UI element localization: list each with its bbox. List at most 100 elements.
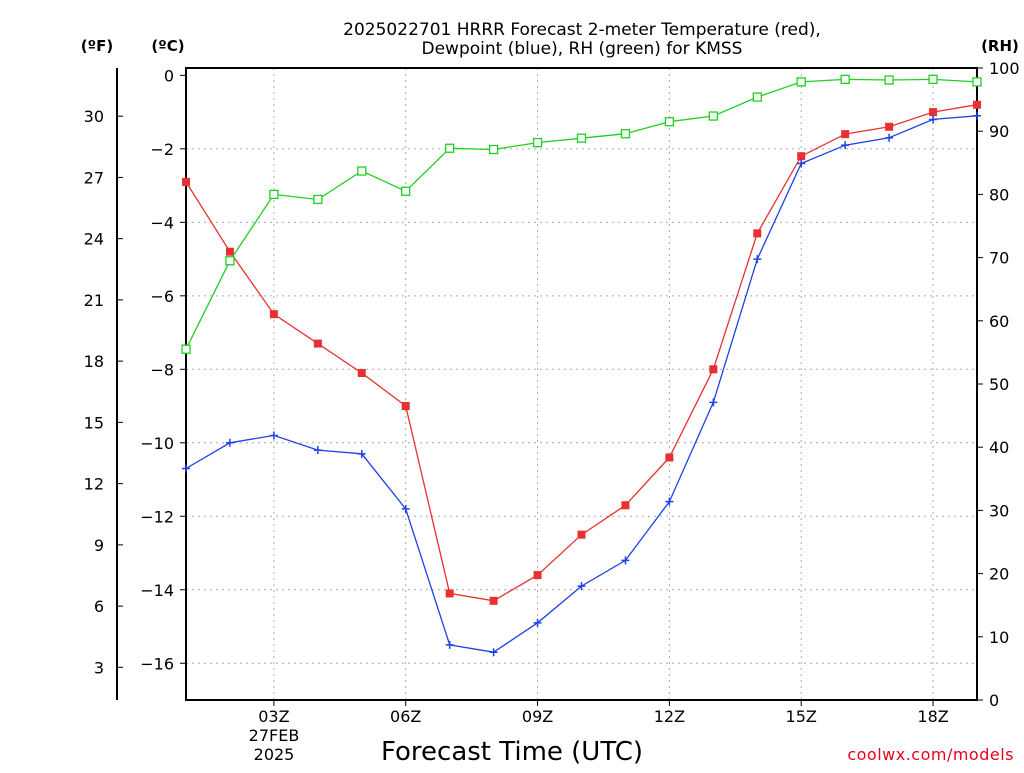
rh-point [269, 189, 279, 200]
dewpoint-point [753, 255, 762, 264]
rh-point [708, 111, 718, 121]
dewpoint-point [929, 115, 938, 124]
celsius-unit-label: (ºC) [151, 37, 184, 55]
temperature-point [709, 365, 718, 374]
fahrenheit-tick-label: 3 [94, 658, 104, 677]
date-label-year: 2025 [254, 745, 295, 764]
temperature-point [357, 368, 366, 377]
rh-tick-label: 40 [989, 438, 1009, 457]
celsius-tick-label: −2 [150, 140, 174, 159]
rh-point [620, 129, 631, 139]
temperature-point [269, 310, 278, 319]
rh-point [445, 143, 455, 153]
dewpoint-point [182, 464, 190, 473]
temperature-point [313, 339, 322, 348]
fahrenheit-tick-label: 15 [84, 413, 104, 432]
dewpoint-point [225, 438, 234, 447]
dewpoint-point [621, 556, 630, 565]
date-label-day: 27FEB [249, 726, 300, 745]
rh-unit-label: (RH) [981, 37, 1019, 55]
fahrenheit-tick-label: 18 [84, 352, 104, 371]
tick-labels: 0 −2 −4 −6 −8 −10 −12 −14 −16 3 6 9 12 15 18 21 24 27 30 0 1… [84, 59, 1020, 726]
dewpoint-point [489, 648, 498, 657]
chart-title-line-2: Dewpoint (blue), RH (green) for KMSS [422, 39, 743, 59]
rh-tick-label: 0 [989, 691, 999, 710]
rh-tick-label: 80 [989, 185, 1009, 204]
celsius-tick-label: −6 [150, 287, 174, 306]
x-tick-label: 03Z [258, 707, 289, 726]
rh-point [357, 166, 367, 176]
rh-point [401, 186, 411, 196]
grid-lines [186, 68, 977, 700]
rh-point [225, 256, 235, 266]
dewpoint-point [973, 111, 981, 120]
rh-tick-label: 50 [989, 375, 1009, 394]
temperature-point [225, 247, 234, 256]
temperature-point [797, 152, 806, 161]
x-tick-label: 12Z [654, 707, 685, 726]
rh-point [972, 77, 982, 87]
rh-tick-label: 60 [989, 312, 1009, 331]
dewpoint-point [665, 497, 674, 506]
rh-tick-label: 10 [989, 628, 1009, 647]
temperature-point [621, 501, 630, 510]
dewpoint-point [885, 133, 894, 142]
temperature-point [182, 177, 190, 186]
rh-point [752, 92, 762, 102]
temperature-point [753, 229, 762, 238]
fahrenheit-tick-label: 9 [94, 536, 104, 555]
temperature-point [401, 402, 410, 411]
temperature-point [577, 530, 586, 539]
rh-point [532, 137, 543, 148]
celsius-tick-label: −10 [140, 434, 174, 453]
fahrenheit-tick-label: 27 [84, 168, 104, 187]
fahrenheit-tick-label: 6 [94, 597, 104, 616]
rh-point [928, 74, 938, 85]
rh-point [840, 74, 850, 85]
dewpoint-line [185, 115, 978, 653]
rh-point [664, 117, 675, 127]
x-tick-label: 15Z [786, 707, 817, 726]
celsius-tick-label: −16 [140, 654, 174, 673]
rh-tick-label: 20 [989, 565, 1009, 584]
rh-point [576, 133, 587, 143]
temperature-point [489, 596, 498, 605]
dewpoint-point [533, 618, 542, 627]
rh-tick-label: 30 [989, 501, 1009, 520]
rh-point [313, 194, 323, 205]
rh-tick-label: 90 [989, 122, 1009, 141]
fahrenheit-tick-label: 12 [84, 475, 104, 494]
dewpoint-point [709, 398, 718, 407]
x-axis-title: Forecast Time (UTC) [381, 737, 643, 767]
rh-point [796, 77, 806, 87]
dewpoint-point [357, 449, 366, 458]
plot-frame [185, 67, 978, 701]
x-tick-label: 18Z [917, 707, 948, 726]
temperature-point [841, 130, 850, 139]
temperature-line [185, 104, 978, 602]
rh-point [884, 75, 894, 85]
temperature-point [533, 571, 542, 580]
temperature-point [665, 453, 674, 462]
x-tick-label: 06Z [390, 707, 421, 726]
rh-point [488, 144, 499, 155]
celsius-tick-label: −12 [140, 507, 174, 526]
axes [116, 67, 983, 706]
dewpoint-point [797, 159, 806, 168]
fahrenheit-unit-label: (ºF) [81, 37, 113, 55]
fahrenheit-tick-label: 21 [84, 291, 104, 310]
rh-point [181, 344, 191, 354]
temperature-point [885, 122, 894, 131]
rh-tick-label: 70 [989, 249, 1009, 268]
fahrenheit-tick-label: 30 [84, 107, 104, 126]
temperature-point [445, 589, 454, 598]
rh-tick-label: 100 [989, 59, 1020, 78]
celsius-tick-label: −14 [140, 581, 174, 600]
celsius-tick-label: 0 [164, 66, 174, 85]
data-series [181, 74, 982, 657]
rh-line [185, 78, 978, 350]
dewpoint-point [841, 141, 850, 150]
fahrenheit-tick-label: 24 [84, 230, 104, 249]
dewpoint-point [577, 582, 586, 591]
